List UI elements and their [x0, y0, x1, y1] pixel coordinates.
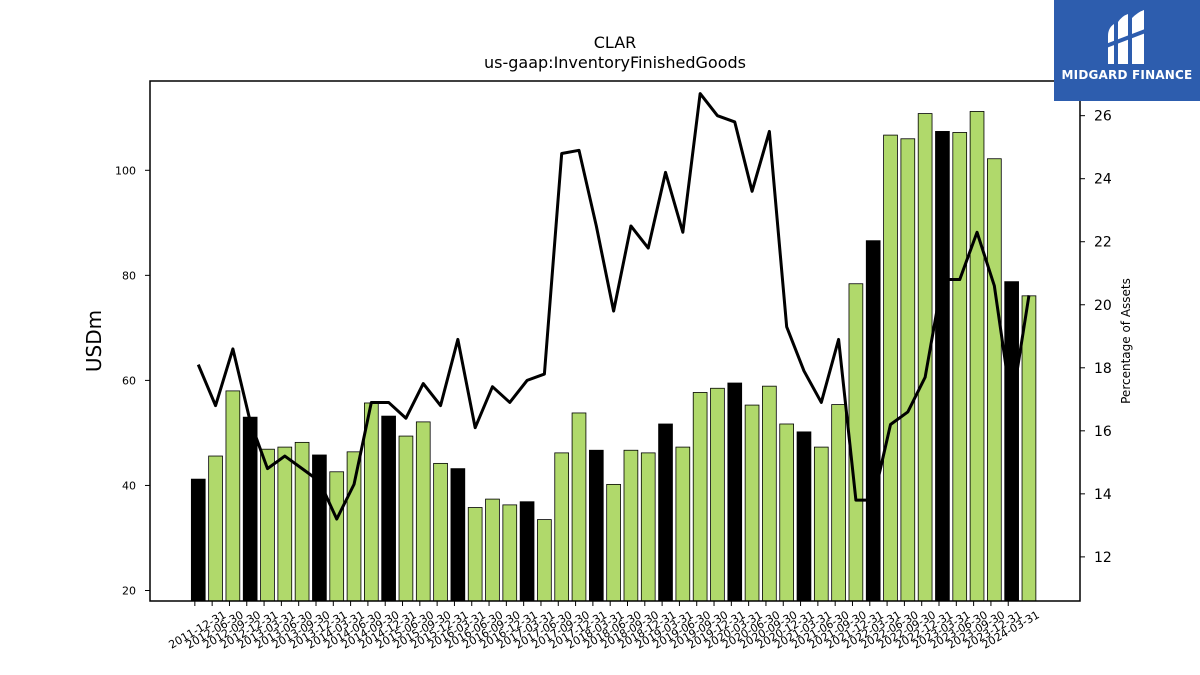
bar — [554, 452, 570, 602]
bar — [571, 412, 587, 602]
y-tick-label: 60 — [122, 374, 136, 387]
bar — [190, 478, 206, 602]
bar — [935, 131, 950, 602]
bar — [467, 507, 483, 602]
bar — [692, 392, 708, 602]
bar — [900, 138, 916, 602]
chart-title: CLAR — [594, 33, 637, 52]
bar — [381, 415, 396, 602]
bar — [969, 111, 985, 602]
bar — [831, 404, 846, 602]
y2-tick-label: 12 — [1094, 550, 1112, 566]
bar — [779, 423, 794, 602]
y2-tick-label: 26 — [1094, 109, 1112, 125]
y2-tick-label: 22 — [1094, 235, 1112, 251]
logo-text: MIDGARD FINANCE — [1061, 68, 1193, 82]
bar-series — [190, 111, 1037, 602]
bar — [329, 471, 345, 602]
bar — [813, 446, 829, 602]
bar — [1021, 295, 1037, 602]
brand-logo: MIDGARD FINANCE — [1054, 0, 1200, 101]
bar — [485, 498, 500, 602]
bar — [606, 483, 621, 602]
pct-assets-line — [196, 92, 1031, 521]
y2-axis-label: Percentage of Assets — [1119, 278, 1133, 404]
bar — [588, 449, 604, 602]
plot-frame — [149, 80, 1081, 602]
bar — [1004, 281, 1019, 602]
bar — [398, 435, 414, 602]
y-tick-label: 20 — [122, 584, 136, 597]
bar — [415, 421, 431, 602]
bar — [623, 449, 639, 602]
axes: 2040608010012141618202224262011-12-31201… — [115, 80, 1112, 652]
y2-tick-label: 20 — [1094, 298, 1112, 314]
logo-mark-icon — [1105, 10, 1149, 64]
bar — [502, 504, 518, 602]
bar — [762, 385, 777, 602]
y2-tick-label: 24 — [1094, 172, 1112, 188]
bar — [727, 382, 743, 602]
bar — [658, 423, 673, 602]
bar — [519, 501, 535, 602]
y-tick-label: 80 — [122, 269, 136, 282]
bar — [208, 455, 223, 602]
line-series — [196, 92, 1031, 521]
bar — [640, 452, 656, 602]
bar — [710, 387, 725, 602]
bar — [952, 132, 968, 602]
bar — [675, 446, 691, 602]
bar — [277, 446, 293, 602]
bar — [260, 448, 275, 602]
y2-tick-label: 16 — [1094, 424, 1112, 440]
y2-tick-label: 14 — [1094, 487, 1112, 503]
bar — [796, 431, 812, 602]
bar — [364, 402, 379, 602]
bar — [433, 462, 448, 602]
bar — [346, 451, 362, 602]
bar — [242, 416, 258, 602]
y-tick-label: 100 — [115, 164, 136, 177]
bar — [883, 134, 898, 602]
y-axis-label: USDm — [82, 310, 106, 372]
y2-tick-label: 18 — [1094, 361, 1112, 377]
bar — [744, 404, 760, 602]
bar — [987, 158, 1002, 602]
bar — [225, 390, 241, 602]
bar — [450, 468, 466, 602]
bar — [865, 240, 881, 602]
chart-subtitle: us-gaap:InventoryFinishedGoods — [484, 53, 746, 72]
y-tick-label: 40 — [122, 479, 136, 492]
bar — [537, 519, 552, 602]
